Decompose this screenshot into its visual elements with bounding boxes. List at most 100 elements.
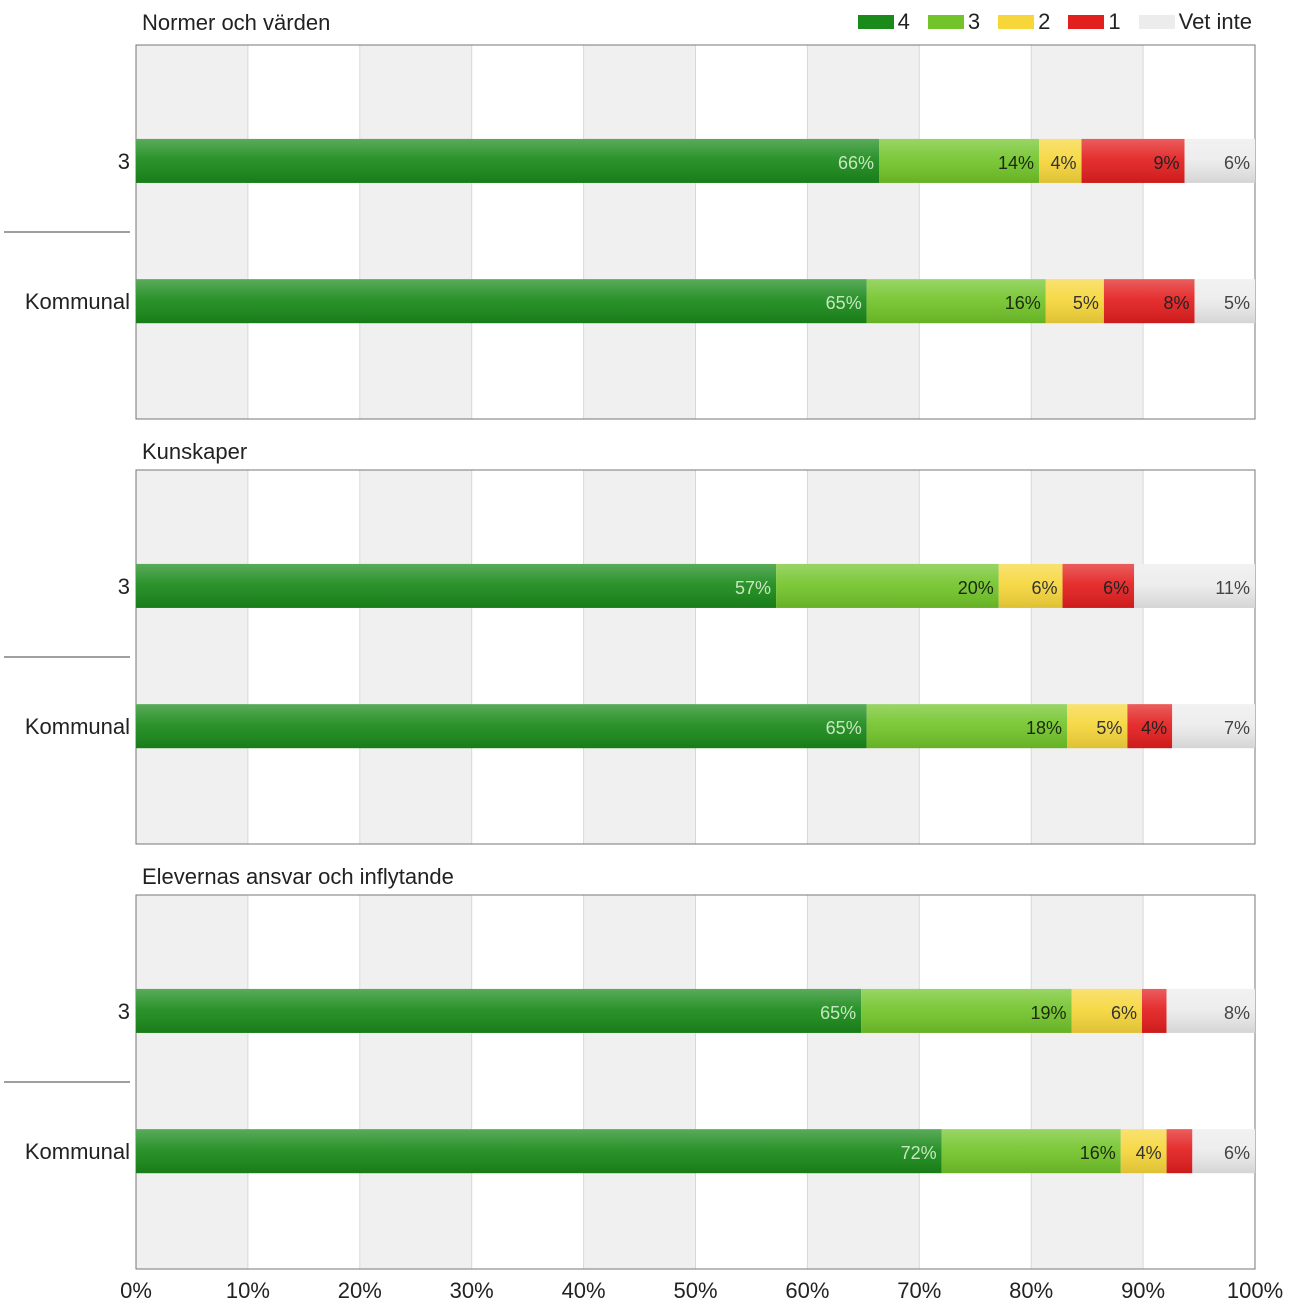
grid-band bbox=[247, 470, 360, 844]
bar-row-kommunal: Kommunal 65% 18% 5% 4% 7% bbox=[25, 704, 1255, 749]
bar-row-3: 3 57% 20% 6% 6% 11% bbox=[4, 563, 1255, 658]
chart-panel-3: Elevernas ansvar och inflytande 3 65% 19% 6%… bbox=[4, 864, 1256, 1270]
grid-band bbox=[583, 895, 696, 1269]
grid-band bbox=[471, 895, 584, 1269]
data-label: 65% bbox=[826, 718, 862, 738]
legend-swatch-3 bbox=[927, 15, 964, 29]
bar-segment-4-shine bbox=[136, 563, 777, 608]
plot-frame bbox=[135, 44, 1256, 420]
grid-band bbox=[1031, 895, 1144, 1269]
data-label: 4% bbox=[1141, 718, 1167, 738]
grid-band bbox=[583, 470, 696, 844]
bar-segment-2-shine bbox=[1120, 1129, 1167, 1174]
data-label: 16% bbox=[1005, 293, 1041, 313]
bar-segment-1-shine bbox=[1103, 279, 1195, 324]
data-label: 66% bbox=[838, 153, 874, 173]
category-label: Kommunal bbox=[25, 1139, 130, 1164]
data-label: 65% bbox=[820, 1003, 856, 1023]
x-tick-label: 20% bbox=[338, 1278, 382, 1303]
data-label: 14% bbox=[998, 153, 1034, 173]
data-label: 20% bbox=[958, 578, 994, 598]
legend-item-4: 4 bbox=[857, 9, 910, 35]
grid-band bbox=[919, 470, 1032, 844]
x-tick-label: 30% bbox=[450, 1278, 494, 1303]
data-label: 5% bbox=[1073, 293, 1099, 313]
data-label: 5% bbox=[1096, 718, 1122, 738]
chart-title: Kunskaper bbox=[142, 439, 247, 464]
data-label: 7% bbox=[1224, 718, 1250, 738]
bar-segment-3-shine bbox=[866, 704, 1068, 749]
x-tick-label: 60% bbox=[785, 1278, 829, 1303]
bar-segment-1-shine bbox=[1081, 138, 1185, 183]
grid-band bbox=[136, 45, 248, 419]
chart-title: Normer och värden bbox=[142, 10, 330, 35]
x-tick-label: 90% bbox=[1121, 1278, 1165, 1303]
grid-band bbox=[359, 470, 472, 844]
grid-band bbox=[247, 895, 360, 1269]
grid-band bbox=[807, 45, 920, 419]
legend-item-2: 2 bbox=[998, 9, 1050, 35]
legend-swatch-1 bbox=[1068, 15, 1105, 29]
bar-segment-vet-inte-shine bbox=[1166, 988, 1255, 1033]
x-tick-label: 80% bbox=[1009, 1278, 1053, 1303]
bar-segment-3-shine bbox=[941, 1129, 1121, 1174]
x-tick-label: 100% bbox=[1227, 1278, 1283, 1303]
legend-label-vet-inte: Vet inte bbox=[1178, 9, 1252, 34]
bar-segment-1-shine bbox=[1062, 563, 1135, 608]
grid-band bbox=[1143, 470, 1255, 844]
data-label: 65% bbox=[826, 293, 862, 313]
bar-segment-1-shine bbox=[1141, 988, 1167, 1033]
grid-band bbox=[695, 45, 808, 419]
grid-band bbox=[1031, 45, 1144, 419]
grid-band bbox=[807, 470, 920, 844]
bar-row-3: 3 65% 19% 6% 8% bbox=[4, 988, 1255, 1083]
category-label: Kommunal bbox=[25, 714, 130, 739]
legend: 4 3 2 1 Vet inte bbox=[840, 8, 1252, 36]
category-label: Kommunal bbox=[25, 289, 130, 314]
bar-segment-4-shine bbox=[136, 704, 867, 749]
x-tick-label: 10% bbox=[226, 1278, 270, 1303]
bar-segment-3-shine bbox=[861, 988, 1072, 1033]
bar-row-kommunal: Kommunal 72% 16% 4% 6% bbox=[25, 1129, 1255, 1174]
grid-band bbox=[1143, 895, 1255, 1269]
data-label: 8% bbox=[1164, 293, 1190, 313]
chart-panel-2: Kunskaper 3 57% 20% 6% 6% 11% Kommunal 65% 18% 5% 4… bbox=[4, 439, 1256, 845]
bar-segment-3-shine bbox=[866, 279, 1046, 324]
bar-segment-2-shine bbox=[1071, 988, 1142, 1033]
legend-swatch-2 bbox=[998, 15, 1035, 29]
bar-segment-4-shine bbox=[136, 988, 862, 1033]
bar-segment-4-shine bbox=[136, 138, 880, 183]
data-label: 11% bbox=[1215, 578, 1250, 598]
grid-band bbox=[136, 470, 248, 844]
data-label: 6% bbox=[1032, 578, 1058, 598]
bar-row-kommunal: Kommunal 65% 16% 5% 8% 5% bbox=[25, 279, 1255, 324]
x-tick-label: 40% bbox=[562, 1278, 606, 1303]
grid-band bbox=[471, 45, 584, 419]
bar-segment-1-shine bbox=[1166, 1129, 1193, 1174]
data-label: 72% bbox=[901, 1143, 937, 1163]
x-tick-label: 0% bbox=[120, 1278, 152, 1303]
data-label: 16% bbox=[1080, 1143, 1116, 1163]
bar-segment-vet-inte-shine bbox=[1172, 704, 1255, 749]
legend-label-4: 4 bbox=[897, 9, 910, 34]
grid-band bbox=[583, 45, 696, 419]
grid-band bbox=[1143, 45, 1255, 419]
grid-band bbox=[695, 470, 808, 844]
data-label: 57% bbox=[735, 578, 771, 598]
grid-band bbox=[359, 45, 472, 419]
data-label: 6% bbox=[1224, 153, 1250, 173]
grid-band bbox=[919, 45, 1032, 419]
grid-band bbox=[136, 895, 248, 1269]
bar-segment-4-shine bbox=[136, 279, 867, 324]
data-label: 6% bbox=[1111, 1003, 1137, 1023]
bar-segment-1-shine bbox=[1127, 704, 1173, 749]
bar-segment-vet-inte-shine bbox=[1194, 279, 1255, 324]
data-label: 6% bbox=[1103, 578, 1129, 598]
grid-band bbox=[359, 895, 472, 1269]
legend-item-3: 3 bbox=[927, 9, 980, 35]
x-tick-label: 70% bbox=[897, 1278, 941, 1303]
bar-segment-2-shine bbox=[1067, 704, 1128, 749]
data-label: 4% bbox=[1051, 153, 1077, 173]
grid-band bbox=[807, 895, 920, 1269]
